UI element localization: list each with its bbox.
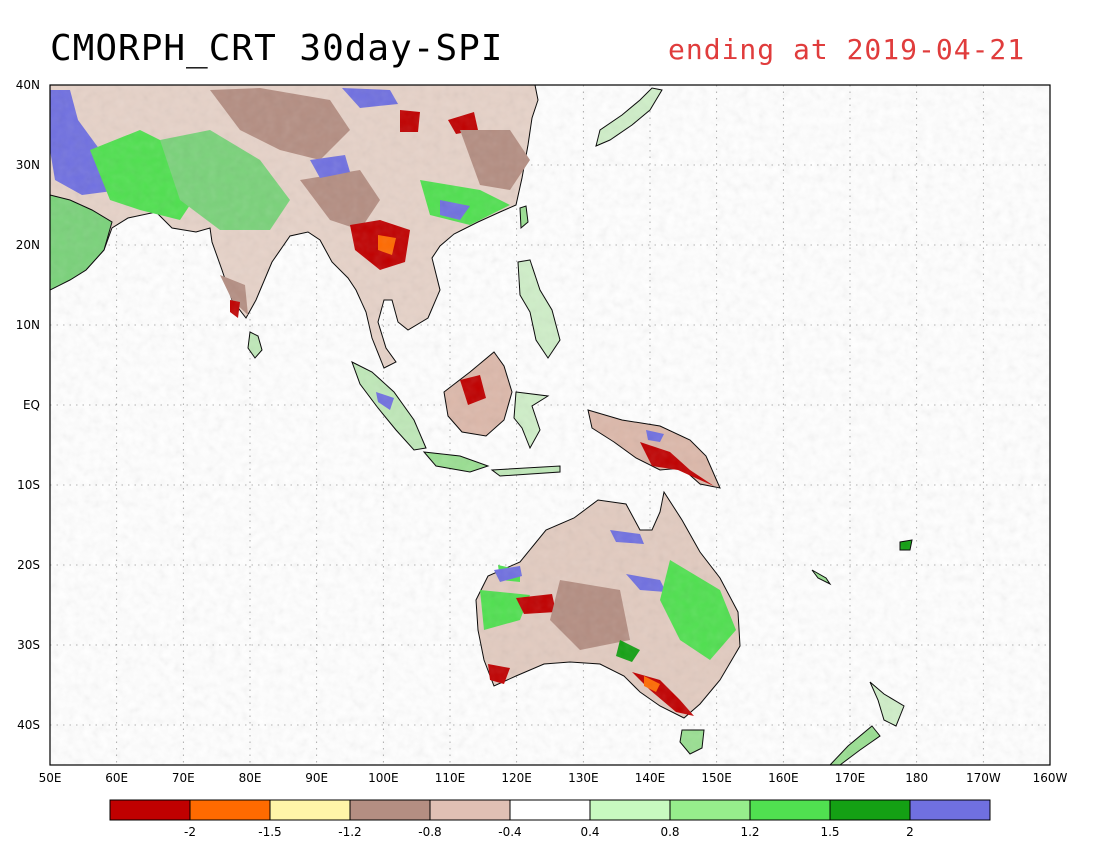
colorbar-swatch [349,799,431,821]
longitude-label: 180 [905,771,928,785]
longitude-label: 170W [966,771,1001,785]
latitude-label: 30S [17,638,40,652]
landmass-philippines [517,259,561,359]
longitude-label: 80E [239,771,262,785]
latitude-label: EQ [23,398,40,412]
longitude-label: 150E [701,771,732,785]
landmass-sulawesi [513,391,550,450]
colorbar-swatch [509,799,591,821]
colorbar-swatch [669,799,751,821]
colorbar-label: 0.8 [660,825,679,839]
land-areas [50,85,1050,765]
landmass-lesser-sunda [490,465,561,477]
latitude-label: 40S [17,718,40,732]
longitude-label: 90E [305,771,328,785]
colorbar-label: 2 [906,825,914,839]
latitude-label: 20N [16,238,40,252]
colorbar-label: 0.4 [580,825,599,839]
map-frame [49,84,1051,766]
colorbar-swatch [909,799,991,821]
longitude-label: 50E [39,771,62,785]
latitude-label: 10S [17,478,40,492]
longitude-labels: 50E 60E 70E 80E 90E 100E 110E 120E 130E 140E 150E 1… [39,771,1068,785]
longitude-label: 110E [435,771,466,785]
colorbar-label: -1.5 [258,825,281,839]
longitude-label: 140E [635,771,666,785]
landmass-new-caledonia [811,569,832,586]
longitude-label: 160W [1033,771,1068,785]
colorbar-label: 1.2 [740,825,759,839]
longitude-label: 100E [368,771,399,785]
date-label: ending at 2019-04-21 [668,33,1026,66]
latitude-labels: 40N 30N 20N 10N EQ 10S 20S 30S 40S [16,78,40,732]
longitude-label: 120E [501,771,532,785]
landmass-japan [595,87,663,147]
longitude-label: 170E [835,771,866,785]
latitude-label: 10N [16,318,40,332]
colorbar-swatch [429,799,511,821]
map-title: CMORPH_CRT 30day-SPI [50,28,504,69]
longitude-label: 160E [768,771,799,785]
colorbar-swatch [189,799,271,821]
latitude-label: 40N [16,78,40,92]
colorbar-swatch [829,799,911,821]
landmass-java [422,451,490,473]
landmass-srilanka [247,331,263,359]
longitude-label: 70E [172,771,195,785]
landmass-new-zealand-north [869,681,905,727]
landmass-new-zealand-south [829,725,881,765]
longitude-label: 130E [568,771,599,785]
latitude-label: 30N [16,158,40,172]
colorbar: -2 -1.5 -1.2 -0.8 -0.4 0.4 0.8 1.2 1.5 2 [109,799,991,839]
colorbar-label: 1.5 [820,825,839,839]
colorbar-label: -2 [184,825,196,839]
colorbar-swatch [109,799,191,821]
landmass-fiji [899,539,913,551]
colorbar-label: -0.8 [418,825,441,839]
colorbar-label: -0.4 [498,825,521,839]
colorbar-swatch [269,799,351,821]
colorbar-swatch [749,799,831,821]
latitude-label: 20S [17,558,40,572]
landmass-tasmania [679,729,705,755]
colorbar-swatch [589,799,671,821]
landmass-taiwan [519,205,529,230]
colorbar-label: -1.2 [338,825,361,839]
longitude-label: 60E [105,771,128,785]
